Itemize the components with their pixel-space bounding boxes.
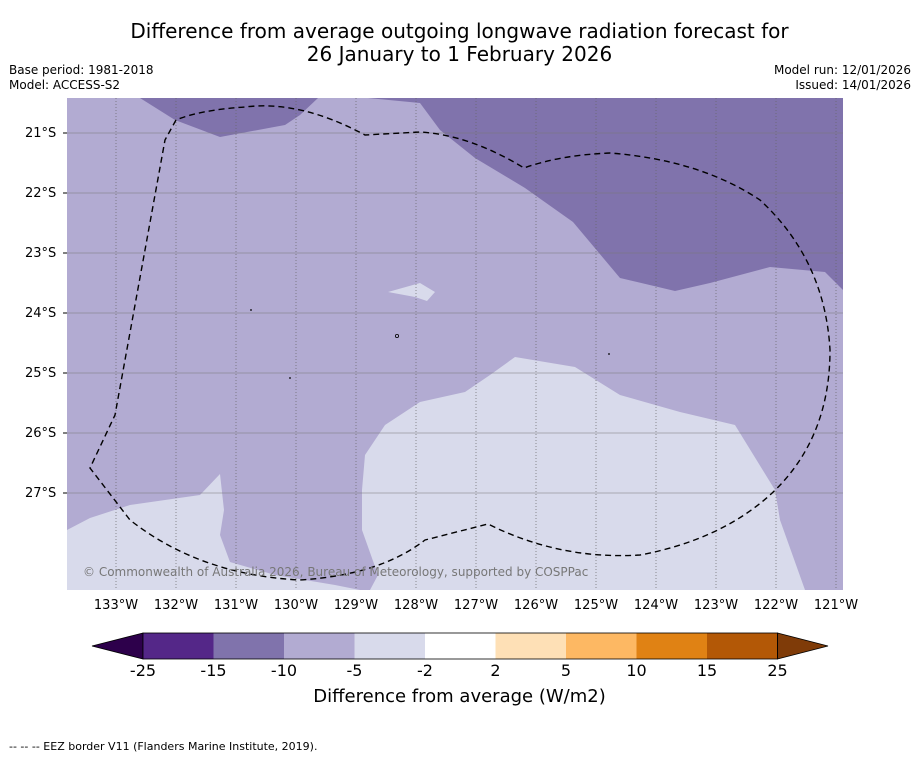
lat-label-22s: 22°S xyxy=(25,186,57,201)
colorbar-label-25: 25 xyxy=(767,661,788,680)
lon-label-126w: 126°W xyxy=(513,598,559,613)
eez-border xyxy=(89,105,831,581)
lon-label-131w: 131°W xyxy=(213,598,259,613)
lat-label-27s: 27°S xyxy=(25,486,57,501)
colorbar-bin-4 xyxy=(354,633,425,659)
lon-label-125w: 125°W xyxy=(573,598,619,613)
colorbar-title: Difference from average (W/m2) xyxy=(313,686,606,707)
map-title-line2: 26 January to 1 February 2026 xyxy=(306,42,613,66)
meta-right: Model run: 12/01/2026 Issued: 14/01/2026 xyxy=(774,63,911,93)
model-run: Model run: 12/01/2026 xyxy=(773,63,911,77)
colorbar-bin-2 xyxy=(213,633,284,659)
lat-label-26s: 26°S xyxy=(25,426,57,441)
lat-grid-lines xyxy=(67,132,843,494)
lon-label-132w: 132°W xyxy=(153,598,199,613)
anomaly-fields xyxy=(67,98,843,590)
colorbar xyxy=(91,632,829,660)
colorbar-label-15: 15 xyxy=(696,661,718,680)
lon-label-128w: 128°W xyxy=(393,598,439,613)
colorbar-label-minus5: -5 xyxy=(346,661,363,680)
colorbar-label-2: 2 xyxy=(490,661,501,680)
lon-label-129w: 129°W xyxy=(333,598,379,613)
colorbar-bin-6 xyxy=(495,633,566,659)
field-minus15-minus10-west xyxy=(140,98,318,137)
lon-label-124w: 124°W xyxy=(633,598,679,613)
lon-label-127w: 127°W xyxy=(453,598,499,613)
colorbar-label-5: 5 xyxy=(560,661,572,680)
lat-label-25s: 25°S xyxy=(25,366,57,381)
lon-label-133w: 133°W xyxy=(93,598,139,613)
colorbar-label-minus10: -10 xyxy=(270,661,298,680)
lon-label-121w: 121°W xyxy=(813,598,859,613)
copyright-notice: © Commonwealth of Australia 2026, Bureau… xyxy=(83,565,589,579)
issued-date: Issued: 14/01/2026 xyxy=(795,78,911,92)
field-minus15-minus10-east xyxy=(368,98,843,291)
colorbar-extend-low xyxy=(91,632,144,660)
lat-label-23s: 23°S xyxy=(25,246,57,261)
island-marks xyxy=(250,309,610,379)
grid-lines xyxy=(115,98,837,590)
colorbar-label-minus25: -25 xyxy=(129,661,157,680)
field-minus5-minus2-blob xyxy=(388,283,435,301)
colorbar-label-10: 10 xyxy=(626,661,647,680)
lon-label-122w: 122°W xyxy=(753,598,799,613)
colorbar-label-minus15: -15 xyxy=(200,661,227,680)
lon-label-130w: 130°W xyxy=(273,598,319,613)
lat-label-21s: 21°S xyxy=(25,126,57,141)
field-minus5-minus2-southwest xyxy=(67,474,360,590)
axis-ticks xyxy=(63,132,67,494)
field-minus5-minus2-south xyxy=(362,357,805,590)
lat-label-24s: 24°S xyxy=(25,306,57,321)
model-name: Model: ACCESS-S2 xyxy=(9,78,121,92)
colorbar-bin-5 xyxy=(425,633,496,659)
meta-left: Base period: 1981-2018 Model: ACCESS-S2 xyxy=(9,63,154,93)
colorbar-bin-7 xyxy=(566,633,637,659)
lon-label-123w: 123°W xyxy=(693,598,739,613)
map-title-line1: Difference from average outgoing longwav… xyxy=(130,19,789,43)
colorbar-extend-high xyxy=(777,632,829,660)
colorbar-bin-9 xyxy=(707,633,778,659)
colorbar-bin-1 xyxy=(143,633,214,659)
colorbar-label-minus2: -2 xyxy=(417,661,433,680)
eez-footnote: -- -- -- EEZ border V11 (Flanders Marine… xyxy=(9,740,318,753)
colorbar-bin-3 xyxy=(284,633,355,659)
base-period: Base period: 1981-2018 xyxy=(9,63,154,77)
colorbar-bin-8 xyxy=(636,633,707,659)
